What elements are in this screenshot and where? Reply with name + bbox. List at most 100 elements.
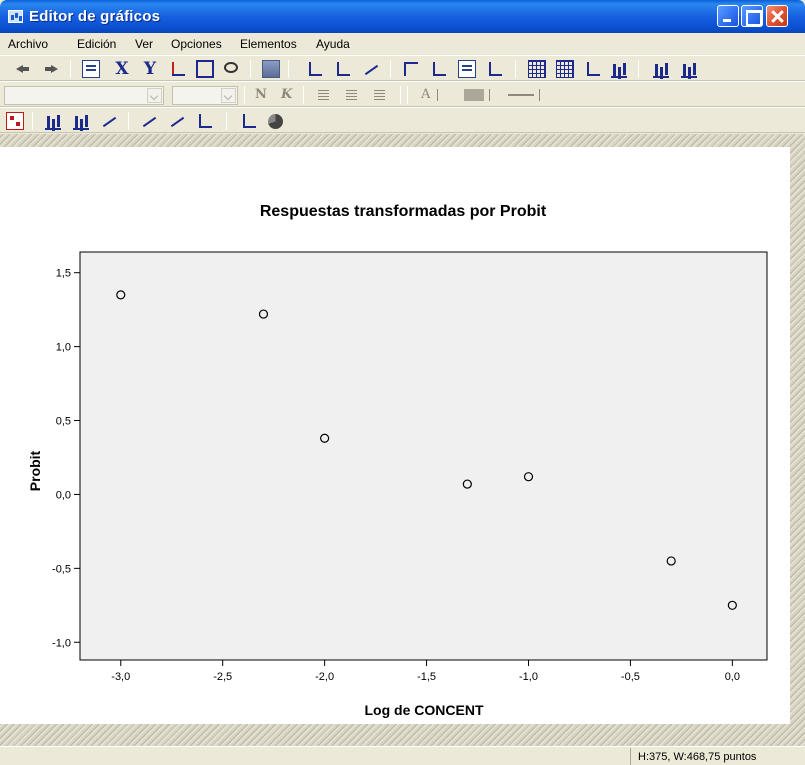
menu-ayuda[interactable]: Ayuda [316,37,350,51]
y-tick-label: -1,0 [52,637,71,649]
formatting-toolbar: N K A [0,81,805,107]
show-data-labels-icon[interactable] [262,60,280,78]
bar-chart-type-icon[interactable] [44,112,62,130]
show-grid-lines-icon[interactable] [528,60,546,78]
x-axis[interactable]: -3,0 -2,5 -2,0 -1,5 -1,0 -0,5 0,0 [111,660,740,683]
show-derived-axis-icon[interactable] [584,60,602,78]
add-reference-line-x-icon[interactable] [334,60,352,78]
show-grid-lines-dense-icon[interactable] [556,60,574,78]
y-tick-label: -0,5 [52,563,71,575]
frame-select-icon[interactable] [196,60,214,78]
plot-area[interactable] [79,251,768,661]
text-color-button[interactable]: A [421,87,431,102]
toolbar-separator [407,86,408,104]
line-style-dropdown-icon[interactable] [538,86,544,104]
add-fit-line-icon[interactable] [362,60,380,78]
chart-app-icon[interactable] [8,10,23,23]
status-cell: H:375, W:468,75 puntos [630,748,803,765]
data-point[interactable] [320,433,330,443]
align-right-icon[interactable] [374,90,385,100]
chart-size-readout: H:375, W:468,75 puntos [638,751,757,763]
text-color-dropdown-icon[interactable] [436,86,442,104]
chart-title[interactable]: Respuestas transformadas por Probit [260,203,547,220]
clustered-bar-type-icon[interactable] [72,112,90,130]
menu-bar: Archivo Edición Ver Opciones Elementos Ayuda [0,33,805,55]
redo-icon[interactable] [42,60,60,78]
window-title: Editor de gráficos [29,8,161,25]
toolbar-separator [70,60,71,78]
data-point[interactable] [523,472,534,482]
x-axis-label[interactable]: Log de CONCENT [365,702,484,718]
area-chart-type-icon[interactable] [240,112,258,130]
menu-opciones[interactable]: Opciones [171,37,222,51]
y-tick-label: 0,5 [56,416,71,428]
data-point[interactable] [666,556,676,566]
y-axis-label[interactable]: Probit [27,450,43,491]
x-tick-label: 0,0 [725,671,740,683]
data-point[interactable] [727,600,737,610]
x-tick-label: -3,0 [111,671,130,683]
scatter-multiple-type-icon[interactable] [168,112,186,130]
x-tick-label: -2,0 [315,671,334,683]
data-point[interactable] [462,479,472,489]
toolbar-separator [400,86,401,104]
bar-chart-icon[interactable] [680,60,698,78]
fill-color-button[interactable] [464,89,484,101]
toolbar-separator [244,86,245,104]
toolbar-separator [288,60,289,78]
chart-builder-icon[interactable] [6,112,24,130]
pie-chart-type-icon[interactable] [268,114,283,129]
undo-icon[interactable] [14,60,32,78]
scatter-chart[interactable]: Respuestas transformadas por Probit 1,51… [0,147,790,724]
line-chart-type-icon[interactable] [100,112,118,130]
font-size-select[interactable] [172,86,238,105]
x-tick-label: -0,5 [621,671,640,683]
transpose-chart-icon[interactable] [652,60,670,78]
add-text-box-icon[interactable] [458,60,476,78]
x-tick-label: -1,0 [519,671,538,683]
maximize-button[interactable] [741,5,763,27]
data-point[interactable] [116,290,126,300]
y-tick-label: 1,5 [56,268,71,280]
data-points[interactable] [116,290,737,610]
toolbar-separator [226,112,227,130]
lasso-select-icon[interactable] [224,62,238,73]
font-name-select[interactable] [4,86,164,105]
chart-canvas[interactable]: Respuestas transformadas por Probit 1,5 1… [0,147,790,724]
close-button[interactable] [766,5,788,27]
y-axis[interactable]: 1,5 1,0 0,5 0,0 -0,5 -1,0 [52,268,80,650]
title-bar[interactable]: Editor de gráficos [0,0,805,33]
toolbar-separator [515,60,516,78]
chart-editor-workspace: Respuestas transformadas por Probit 1,5 1… [0,134,805,746]
toolbar-separator [128,112,129,130]
scatter-type-icon[interactable] [196,112,214,130]
add-title-icon[interactable] [402,60,420,78]
menu-ver[interactable]: Ver [135,37,154,51]
add-footnote-icon[interactable] [486,60,504,78]
chevron-down-icon[interactable] [147,88,162,103]
bold-button[interactable]: N [255,87,267,102]
data-point[interactable] [258,309,269,319]
select-y-axis-icon[interactable]: Y [143,59,157,79]
rescale-axis-icon[interactable] [169,60,187,78]
properties-icon[interactable] [82,60,100,78]
toolbar-separator [390,60,391,78]
show-legend-icon[interactable] [610,60,628,78]
italic-button[interactable]: K [281,87,293,102]
chevron-down-icon[interactable] [221,88,236,103]
toolbar-separator [303,86,304,104]
menu-elementos[interactable]: Elementos [240,37,297,51]
scatter-fit-type-icon[interactable] [140,112,158,130]
select-x-axis-icon[interactable]: X [115,59,129,79]
x-tick-label: -2,5 [213,671,232,683]
menu-archivo[interactable]: Archivo [8,37,49,51]
add-annotation-icon[interactable] [430,60,448,78]
fill-color-dropdown-icon[interactable] [488,86,494,104]
line-style-button[interactable] [508,94,534,96]
minimize-button[interactable] [717,5,739,27]
align-center-icon[interactable] [346,90,357,100]
add-reference-line-y-icon[interactable] [306,60,324,78]
menu-edicion[interactable]: Edición [77,37,117,51]
align-left-icon[interactable] [318,90,329,100]
